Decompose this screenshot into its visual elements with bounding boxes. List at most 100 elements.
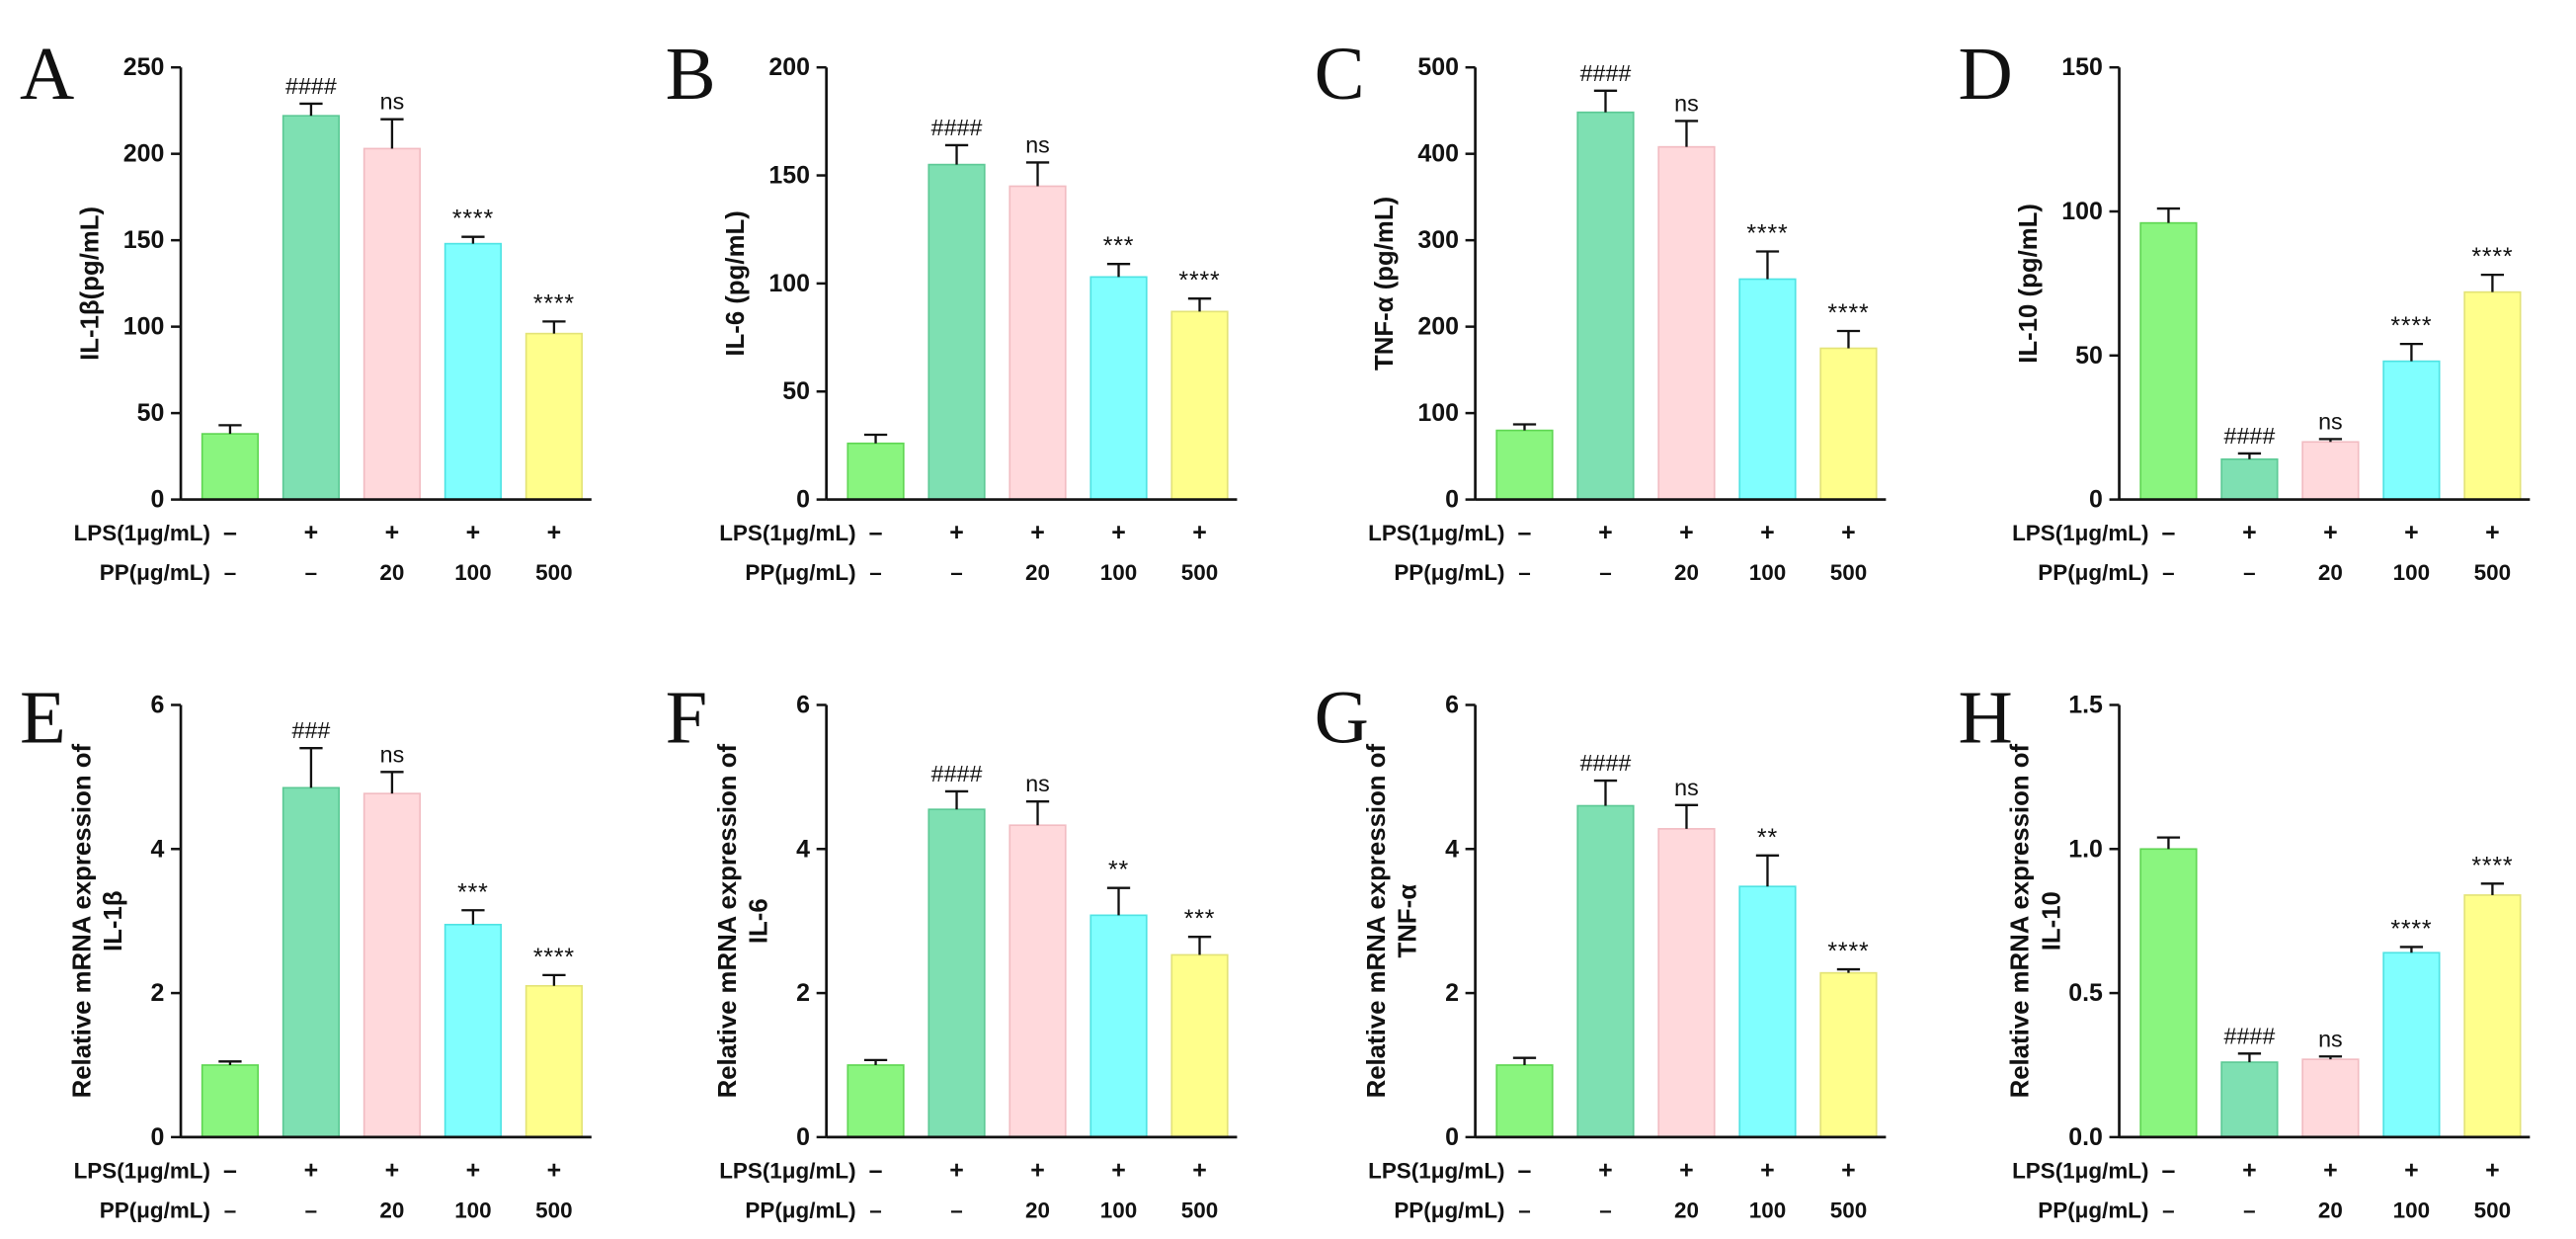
- lps-treatment-mark: –: [1518, 1156, 1532, 1184]
- y-tick-label: 400: [1417, 140, 1459, 168]
- y-tick-label: 0: [796, 1123, 810, 1151]
- y-axis-title: IL-6 (pg/mL): [722, 210, 750, 356]
- lps-treatment-mark: +: [2323, 1156, 2338, 1184]
- pp-row-label: PP(μg/mL): [745, 560, 855, 585]
- lps-treatment-mark: +: [547, 519, 562, 546]
- bar: [2139, 848, 2198, 1138]
- lps-treatment-mark: +: [2323, 519, 2338, 546]
- pp-dose-value: –: [2243, 1198, 2255, 1222]
- bar: [1008, 824, 1067, 1138]
- pp-dose-value: –: [2243, 560, 2255, 585]
- bar: [1738, 885, 1797, 1138]
- y-axis-title: IL-10: [2038, 891, 2065, 950]
- lps-treatment-mark: –: [1518, 519, 1532, 546]
- y-tick-label: 200: [123, 140, 165, 168]
- y-tick-label: 50: [137, 399, 165, 427]
- y-tick-label: 6: [796, 691, 810, 718]
- y-axis-title: IL-10 (pg/mL): [2015, 204, 2043, 364]
- bar: [362, 792, 422, 1138]
- bar: [443, 242, 503, 501]
- bar: [1819, 347, 1878, 501]
- pp-dose-value: –: [2162, 560, 2174, 585]
- significance-label: ns: [2318, 1026, 2343, 1051]
- lps-treatment-mark: +: [304, 519, 319, 546]
- pp-dose-value: 500: [2474, 560, 2511, 585]
- bar: [524, 984, 584, 1138]
- significance-label: ****: [1746, 220, 1788, 248]
- pp-dose-value: 20: [379, 1198, 404, 1222]
- lps-treatment-mark: –: [869, 1156, 883, 1184]
- y-axis-title: Relative mRNA expression of: [68, 744, 96, 1099]
- significance-label: ns: [380, 741, 405, 767]
- bar: [282, 115, 341, 501]
- pp-dose-value: 20: [1025, 1198, 1050, 1222]
- lps-treatment-mark: +: [1760, 1156, 1775, 1184]
- bar: [846, 1064, 905, 1138]
- y-tick-label: 2: [1445, 979, 1459, 1007]
- significance-label: ns: [1025, 771, 1050, 796]
- bar: [846, 442, 905, 501]
- significance-label: ####: [931, 115, 983, 140]
- panel-letter: F: [666, 676, 708, 760]
- bar: [2220, 1061, 2279, 1138]
- y-tick-label: 200: [768, 53, 810, 81]
- pp-dose-value: 500: [1181, 1198, 1218, 1222]
- pp-dose-value: 100: [1749, 560, 1786, 585]
- pp-dose-value: 100: [2393, 1198, 2430, 1222]
- lps-row-label: LPS(1μg/mL): [2012, 1158, 2148, 1183]
- significance-label: ns: [1025, 131, 1050, 157]
- significance-label: ####: [2224, 423, 2276, 449]
- lps-row-label: LPS(1μg/mL): [1368, 521, 1504, 545]
- y-axis-title: Relative mRNA expression of: [1363, 744, 1391, 1099]
- y-tick-label: 500: [1417, 53, 1459, 81]
- lps-treatment-mark: +: [1192, 1156, 1207, 1184]
- y-axis-title: TNF-α (pg/mL): [1371, 197, 1399, 371]
- significance-label: ****: [2390, 312, 2432, 340]
- lps-treatment-mark: +: [1841, 519, 1856, 546]
- bar: [282, 786, 341, 1138]
- lps-treatment-mark: +: [304, 1156, 319, 1184]
- significance-label: ****: [2390, 915, 2432, 943]
- significance-label: ####: [1580, 60, 1632, 86]
- pp-dose-value: 500: [1181, 560, 1218, 585]
- pp-dose-value: –: [305, 560, 317, 585]
- bar: [2301, 441, 2360, 501]
- y-tick-label: 0: [1445, 486, 1459, 514]
- y-tick-label: 250: [123, 53, 165, 81]
- pp-dose-value: 500: [535, 1198, 572, 1222]
- pp-dose-value: 100: [1100, 560, 1137, 585]
- y-axis-title: TNF-α: [1394, 884, 1421, 958]
- bar: [2301, 1058, 2360, 1138]
- lps-treatment-mark: +: [2404, 1156, 2419, 1184]
- y-tick-label: 0: [796, 486, 810, 514]
- significance-label: ns: [1674, 775, 1699, 800]
- y-tick-label: 0: [1445, 1123, 1459, 1151]
- lps-treatment-mark: –: [2162, 1156, 2176, 1184]
- y-axis-title: Relative mRNA expression of: [2007, 744, 2035, 1099]
- bar: [1008, 185, 1067, 501]
- pp-row-label: PP(μg/mL): [100, 560, 210, 585]
- y-tick-label: 0: [151, 1123, 165, 1151]
- bar: [2220, 457, 2279, 501]
- lps-row-label: LPS(1μg/mL): [1368, 1158, 1504, 1183]
- bar: [1089, 276, 1148, 501]
- significance-label: ***: [457, 878, 489, 906]
- significance-label: ####: [285, 73, 337, 99]
- chart-panel-a: A IL-1β(pg/mL) 0 50 100 150 200 250 – – #### + – ns +2…: [20, 32, 592, 585]
- y-tick-label: 200: [1417, 313, 1459, 341]
- lps-treatment-mark: +: [1598, 519, 1613, 546]
- pp-row-label: PP(μg/mL): [1394, 1198, 1504, 1222]
- y-tick-label: 4: [1445, 835, 1459, 863]
- pp-row-label: PP(μg/mL): [745, 1198, 855, 1222]
- significance-label: ns: [380, 89, 405, 115]
- pp-dose-value: 500: [1830, 1198, 1867, 1222]
- panel-letter: D: [1959, 32, 2013, 116]
- lps-treatment-mark: +: [466, 1156, 481, 1184]
- y-tick-label: 2: [151, 979, 165, 1007]
- y-tick-label: 100: [123, 313, 165, 341]
- panel-letter: C: [1315, 32, 1365, 116]
- pp-dose-value: 100: [2393, 560, 2430, 585]
- lps-row-label: LPS(1μg/mL): [74, 1158, 210, 1183]
- lps-treatment-mark: +: [2485, 519, 2500, 546]
